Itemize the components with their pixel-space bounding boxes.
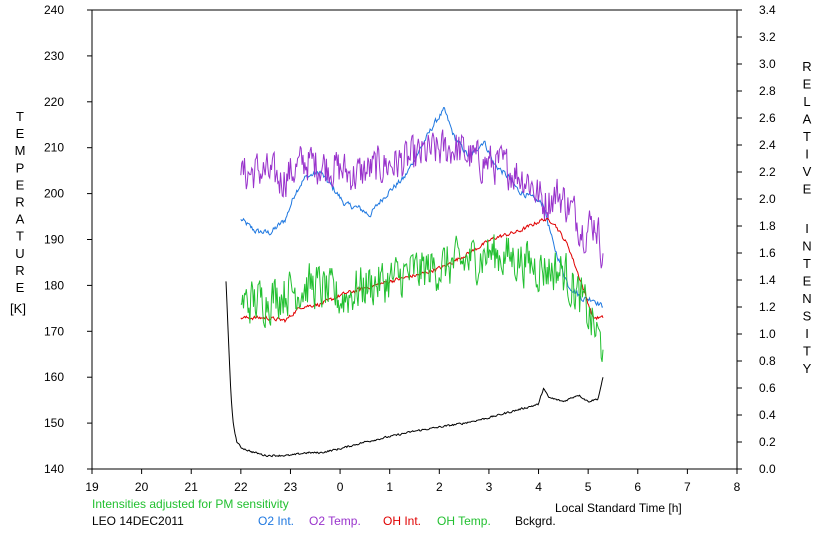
right-tick-label: 2.6 xyxy=(759,111,776,125)
bottom-tick-label: 0 xyxy=(337,480,344,494)
series-line-oh-int xyxy=(240,217,604,323)
legend-o2-temp: O2 Temp. xyxy=(309,514,361,528)
right-tick-label: 3.4 xyxy=(759,3,776,17)
axis-title-letter: T xyxy=(16,109,24,124)
axis-title-letter: N xyxy=(802,239,811,254)
right-axis-ticks: 0.0 0.2 0.4 0.6 0.8 1.0 1.2 1.4 1.6 1.8 2.0 2.2 2.4 2… xyxy=(737,3,776,476)
axis-title-letter: A xyxy=(16,212,25,227)
axis-title-letter: M xyxy=(15,143,26,158)
axis-title-letter: R xyxy=(15,195,24,210)
axis-title-letter: R xyxy=(802,59,811,74)
station-date: LEO 14DEC2011 xyxy=(92,514,184,528)
axis-title-letter: I xyxy=(805,326,809,341)
legend-oh-temp: OH Temp. xyxy=(437,514,491,528)
axis-title-letter: T xyxy=(803,256,811,271)
bottom-tick-label: 20 xyxy=(135,480,149,494)
series-layer xyxy=(225,107,604,458)
axis-title-letter: E xyxy=(16,126,25,141)
left-axis-ticks: 140 150 160 170 180 190 200 210 220 230 240 xyxy=(44,3,92,476)
axis-title-letter: T xyxy=(803,344,811,359)
bottom-axis-ticks: 19 20 21 22 23 0 1 2 3 4 5 6 7 8 xyxy=(85,469,741,494)
axis-title-letter: I xyxy=(805,147,809,162)
left-tick-label: 190 xyxy=(44,233,64,247)
right-tick-label: 2.0 xyxy=(759,192,776,206)
axis-title-letter: S xyxy=(803,309,812,324)
legend-bckgrd: Bckgrd. xyxy=(515,514,556,528)
series-line-o2-temp xyxy=(240,129,604,269)
x-axis-label: Local Standard Time [h] xyxy=(555,501,682,515)
right-tick-label: 0.6 xyxy=(759,381,776,395)
bottom-tick-label: 22 xyxy=(234,480,248,494)
bottom-tick-label: 23 xyxy=(284,480,298,494)
right-tick-label: 2.8 xyxy=(759,84,776,98)
bottom-tick-label: 21 xyxy=(185,480,199,494)
axis-title-letter: T xyxy=(803,129,811,144)
right-tick-label: 0.0 xyxy=(759,462,776,476)
legend-o2-int: O2 Int. xyxy=(258,514,295,528)
axis-title-letter: Y xyxy=(803,361,812,376)
axis-title-letter: E xyxy=(16,177,25,192)
left-tick-label: 220 xyxy=(44,95,64,109)
left-tick-label: 160 xyxy=(44,370,64,384)
bottom-tick-label: 5 xyxy=(585,480,592,494)
axis-title-letter: T xyxy=(16,229,24,244)
left-tick-label: 240 xyxy=(44,3,64,17)
legend-oh-int: OH Int. xyxy=(383,514,422,528)
axis-title-letter: N xyxy=(802,291,811,306)
axis-title-letter: E xyxy=(16,280,25,295)
bottom-tick-label: 6 xyxy=(634,480,641,494)
right-tick-label: 1.0 xyxy=(759,327,776,341)
left-tick-label: 150 xyxy=(44,416,64,430)
axis-title-letter: E xyxy=(803,77,812,92)
right-tick-label: 3.2 xyxy=(759,30,776,44)
plot-frame xyxy=(91,9,738,470)
axis-title-letter: A xyxy=(803,112,812,127)
right-tick-label: 2.4 xyxy=(759,138,776,152)
axis-title-letter: L xyxy=(803,94,810,109)
right-tick-label: 1.2 xyxy=(759,300,776,314)
right-tick-label: 0.4 xyxy=(759,408,776,422)
right-tick-label: 3.0 xyxy=(759,57,776,71)
left-tick-label: 140 xyxy=(44,462,64,476)
right-tick-label: 1.8 xyxy=(759,219,776,233)
axis-title-letter: U xyxy=(15,246,24,261)
axis-title-letter: V xyxy=(803,164,812,179)
left-tick-label: 170 xyxy=(44,324,64,338)
bottom-tick-label: 3 xyxy=(486,480,493,494)
right-tick-label: 0.8 xyxy=(759,354,776,368)
axis-title-letter: I xyxy=(805,221,809,236)
bottom-tick-label: 7 xyxy=(684,480,691,494)
sensitivity-note: Intensities adjusted for PM sensitivity xyxy=(92,497,289,511)
left-axis-unit: [K] xyxy=(10,301,26,316)
bottom-tick-label: 1 xyxy=(386,480,393,494)
bottom-tick-label: 19 xyxy=(85,480,99,494)
axis-title-letter: P xyxy=(16,160,25,175)
axis-title-letter: E xyxy=(803,182,812,197)
series-line-bckgrd xyxy=(225,281,604,458)
right-tick-label: 0.2 xyxy=(759,435,776,449)
series-line-oh-temp xyxy=(240,234,604,363)
left-tick-label: 180 xyxy=(44,278,64,292)
right-tick-label: 2.2 xyxy=(759,165,776,179)
left-tick-label: 200 xyxy=(44,187,64,201)
axis-title-letter: E xyxy=(803,274,812,289)
left-tick-label: 210 xyxy=(44,141,64,155)
bottom-tick-label: 2 xyxy=(436,480,443,494)
bottom-tick-label: 8 xyxy=(734,480,741,494)
bottom-tick-label: 4 xyxy=(535,480,542,494)
axis-title-letter: R xyxy=(15,263,24,278)
right-tick-label: 1.4 xyxy=(759,273,776,287)
right-tick-label: 1.6 xyxy=(759,246,776,260)
left-tick-label: 230 xyxy=(44,49,64,63)
